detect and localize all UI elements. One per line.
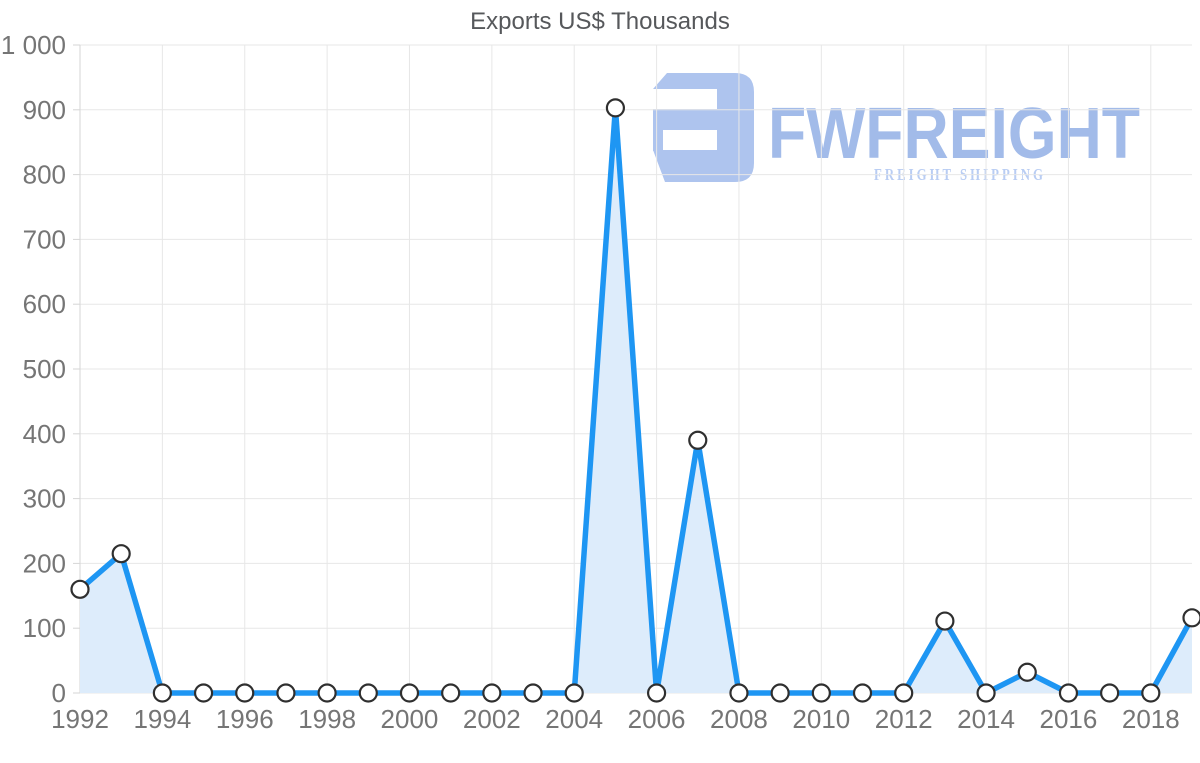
data-point-marker[interactable] [564, 683, 584, 703]
data-point-marker[interactable] [1182, 608, 1200, 628]
x-tick-label: 2008 [710, 704, 768, 734]
data-point-marker[interactable] [152, 683, 172, 703]
data-point-marker[interactable] [894, 683, 914, 703]
data-point-marker[interactable] [111, 544, 131, 564]
data-point-markers [70, 98, 1200, 703]
x-tick-label: 1992 [51, 704, 109, 734]
y-tick-label: 300 [23, 484, 66, 514]
x-tick-label: 2006 [628, 704, 686, 734]
data-point-marker[interactable] [523, 683, 543, 703]
y-tick-label: 0 [52, 678, 66, 708]
x-tick-label: 2004 [545, 704, 603, 734]
x-tick-label: 2000 [381, 704, 439, 734]
y-axis-labels: 0 100 200 300 400 500 600 700 800 900 1 000 [1, 30, 66, 708]
data-point-marker[interactable] [646, 683, 667, 703]
x-tick-label: 2012 [875, 704, 933, 734]
x-tick-label: 2018 [1122, 704, 1180, 734]
x-tick-label: 1998 [298, 704, 356, 734]
y-tick-label: 1 000 [1, 30, 66, 60]
data-point-marker[interactable] [441, 683, 461, 703]
y-tick-label: 400 [23, 419, 66, 449]
data-line [77, 105, 1195, 696]
data-point-marker[interactable] [193, 683, 214, 703]
y-tick-label: 200 [23, 548, 66, 578]
x-tick-label: 2002 [463, 704, 521, 734]
y-tick-label: 700 [23, 224, 66, 254]
data-point-marker[interactable] [399, 683, 420, 703]
data-point-marker[interactable] [770, 683, 790, 703]
x-tick-label: 1996 [216, 704, 274, 734]
data-point-marker[interactable] [811, 683, 831, 703]
data-point-marker[interactable] [70, 579, 90, 599]
data-point-marker[interactable] [317, 683, 337, 703]
fwfreight-logo-icon [653, 73, 754, 182]
data-point-marker[interactable] [976, 683, 996, 703]
data-point-marker[interactable] [605, 98, 626, 118]
data-point-marker[interactable] [729, 683, 749, 703]
data-point-marker[interactable] [688, 430, 708, 450]
data-point-marker[interactable] [358, 683, 378, 703]
data-point-marker[interactable] [1017, 662, 1037, 682]
chart-title: Exports US$ Thousands [470, 8, 730, 35]
data-point-marker[interactable] [235, 683, 255, 703]
x-tick-label: 2010 [792, 704, 850, 734]
logo-wordmark: FWFREIGHT [768, 94, 1140, 174]
x-tick-label: 2016 [1040, 704, 1098, 734]
data-point-marker[interactable] [1141, 683, 1161, 703]
area-fill [80, 107, 1192, 693]
data-point-marker[interactable] [935, 611, 955, 631]
y-tick-label: 100 [23, 613, 66, 643]
x-axis-labels: 1992 1994 1996 1998 2000 2002 2004 2006 2008 2010… [51, 704, 1180, 734]
y-tick-label: 600 [23, 289, 66, 319]
data-point-marker[interactable] [1100, 683, 1120, 703]
y-tick-label: 900 [23, 95, 66, 125]
data-point-marker[interactable] [482, 683, 502, 703]
y-tick-label: 800 [23, 160, 66, 190]
x-tick-label: 1994 [133, 704, 191, 734]
y-tick-label: 500 [23, 354, 66, 384]
data-point-marker[interactable] [1058, 683, 1079, 703]
x-tick-label: 2014 [957, 704, 1015, 734]
data-point-marker[interactable] [276, 683, 296, 703]
data-point-marker[interactable] [852, 683, 873, 703]
